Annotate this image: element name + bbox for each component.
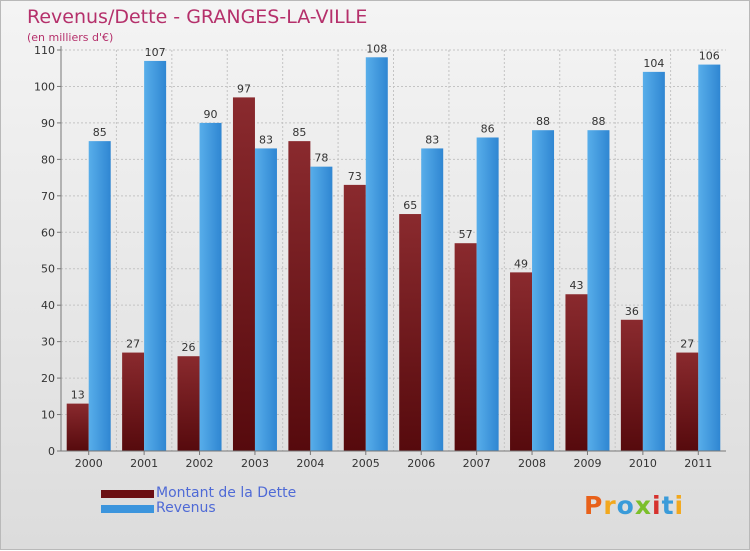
data-label-dette: 13 [71,389,85,402]
x-tick-label: 2006 [407,457,435,470]
data-label-revenus: 107 [145,46,166,59]
data-label-revenus: 83 [259,133,273,146]
data-label-revenus: 88 [536,115,550,128]
bar-revenus [532,130,555,451]
logo-letter: o [616,491,635,520]
y-tick-label: 0 [48,445,55,458]
data-label-dette: 36 [625,305,639,318]
x-tick-label: 2002 [186,457,214,470]
x-tick-label: 2008 [518,457,546,470]
bar-revenus [421,148,444,451]
bar-dette [232,97,255,452]
y-tick-label: 60 [41,226,55,239]
bar-revenus [365,57,388,452]
y-tick-label: 30 [41,336,55,349]
logo-letter: P [584,491,604,520]
logo-letter: x [634,491,652,520]
data-label-dette: 49 [514,257,528,270]
logo-letter: i [674,491,685,520]
bar-revenus [254,148,277,451]
x-tick-label: 2011 [684,457,712,470]
x-tick-label: 2005 [352,457,380,470]
y-tick-label: 70 [41,190,55,203]
data-label-revenus: 90 [204,108,218,121]
y-tick-label: 20 [41,372,55,385]
labels-layer: 13 85 27 107 26 90 97 83 85 78 73 108 65 83 57 86 49 88 43… [71,42,720,401]
data-label-revenus: 106 [699,50,720,63]
proxiti-logo: Proxiti [584,491,684,520]
data-label-revenus: 108 [366,42,387,55]
y-tick-label: 80 [41,153,55,166]
bar-dette [454,243,477,451]
bar-revenus [310,166,333,451]
y-tick-label: 90 [41,117,55,130]
bar-dette [66,403,89,451]
data-label-revenus: 86 [481,122,495,135]
bar-dette [343,184,366,451]
bar-revenus [88,141,111,452]
legend-label-revenus: Revenus [156,500,216,516]
grid-layer [61,49,726,451]
data-label-dette: 57 [459,228,473,241]
bar-dette [288,141,311,452]
x-tick-label: 2009 [573,457,601,470]
x-tick-label: 2001 [130,457,158,470]
bar-dette [620,319,643,451]
logo-letter: t [661,491,675,520]
logo-letter: r [603,491,617,520]
bar-revenus [698,64,721,451]
data-label-dette: 85 [292,126,306,139]
bar-dette [399,214,422,451]
bar-revenus [144,60,167,451]
legend-swatch-dette [101,490,154,498]
data-label-dette: 27 [680,338,694,351]
data-label-dette: 27 [126,338,140,351]
data-label-dette: 73 [348,170,362,183]
x-tick-label: 2004 [296,457,324,470]
data-label-revenus: 83 [425,133,439,146]
bar-revenus [199,122,222,451]
data-label-revenus: 104 [643,57,664,70]
chart-subtitle: (en milliers d'€) [27,31,114,44]
logo-letter: i [652,491,662,520]
y-tick-label: 110 [34,44,55,57]
x-tick-label: 2007 [463,457,491,470]
chart-title: Revenus/Dette - GRANGES-LA-VILLE [27,6,368,28]
data-label-dette: 65 [403,199,417,212]
bar-revenus [587,130,610,451]
y-tick-label: 50 [41,263,55,276]
bar-dette [122,352,145,451]
bar-dette [676,352,699,451]
axis-layer: 0 10 20 30 40 50 60 70 80 90 100 110 2000 2001 2002 200… [34,44,726,470]
x-tick-label: 2003 [241,457,269,470]
data-label-dette: 43 [569,279,583,292]
data-label-revenus: 85 [93,126,107,139]
y-tick-label: 10 [41,409,55,422]
legend-label-dette: Montant de la Dette [156,485,297,501]
bar-revenus [476,137,499,451]
x-tick-label: 2000 [75,457,103,470]
data-label-dette: 26 [182,341,196,354]
data-label-revenus: 88 [591,115,605,128]
bar-dette [510,272,533,451]
bars-layer [66,57,721,452]
bar-dette [565,294,588,451]
bar-dette [177,356,200,451]
y-tick-label: 40 [41,299,55,312]
y-tick-label: 100 [34,80,55,93]
legend-swatch-revenus [101,505,154,513]
data-label-dette: 97 [237,82,251,95]
x-tick-label: 2010 [629,457,657,470]
bar-revenus [642,71,665,451]
data-label-revenus: 78 [314,152,328,165]
